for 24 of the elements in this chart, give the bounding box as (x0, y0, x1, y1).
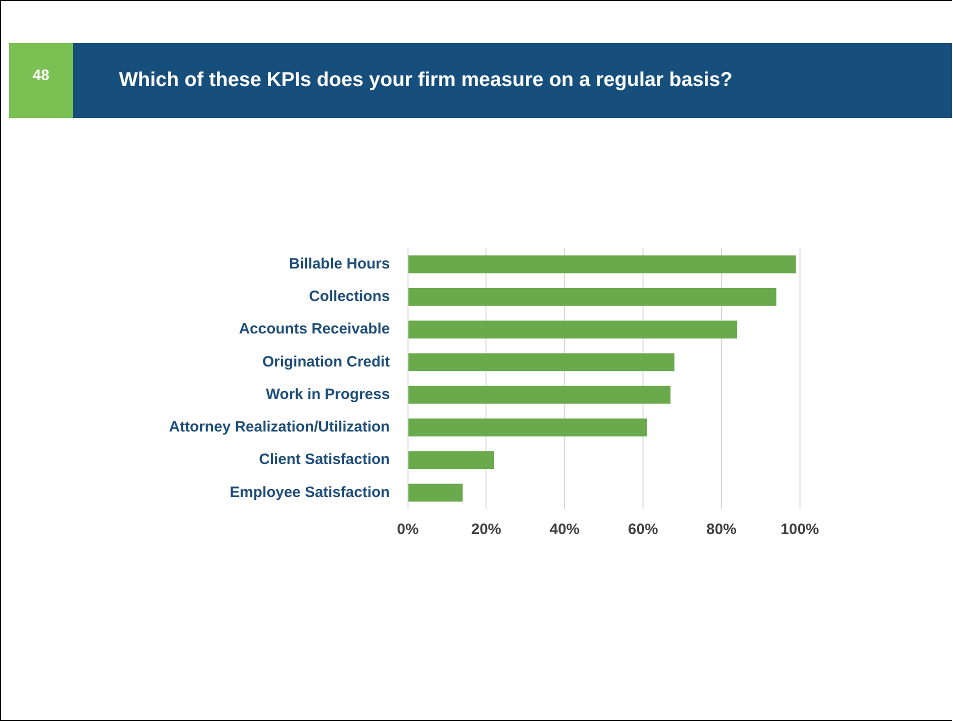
y-tick-label: Attorney Realization/Utilization (168, 418, 390, 436)
x-tick-label: 80% (706, 521, 736, 538)
y-tick-label: Accounts Receivable (238, 320, 390, 338)
bar (408, 418, 647, 436)
x-tick-label: 60% (628, 521, 658, 538)
y-tick-label: Origination Credit (262, 353, 390, 370)
bar (408, 386, 670, 404)
bar (408, 320, 738, 339)
x-tick-label: 20% (471, 521, 502, 538)
chart-title: Which of these KPIs does your firm measure on a regular basis? (119, 68, 732, 93)
bar (408, 353, 674, 372)
y-tick-label: Collections (308, 288, 390, 306)
x-tick-label: 40% (550, 521, 580, 538)
bar (408, 484, 463, 502)
x-tick-label: 100% (780, 521, 820, 538)
y-tick-label: Employee Satisfaction (230, 484, 390, 501)
bar (408, 288, 776, 306)
bar (408, 451, 494, 470)
x-tick-label: 0% (397, 521, 419, 538)
y-tick-label: Client Satisfaction (258, 451, 390, 468)
y-tick-label: Billable Hours (288, 255, 390, 272)
bar (408, 255, 796, 274)
text: 48 (9, 43, 73, 118)
y-tick-label: Work in Progress (266, 386, 390, 403)
